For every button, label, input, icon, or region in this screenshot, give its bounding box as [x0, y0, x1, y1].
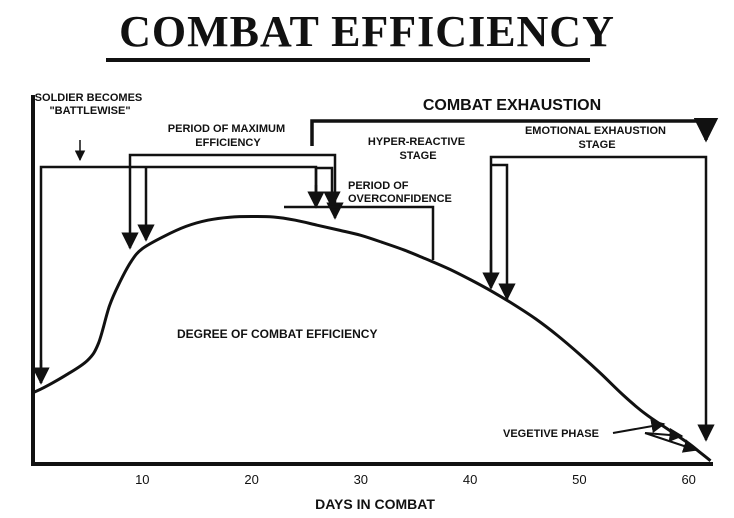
overconfidence-bracket [284, 205, 435, 260]
max-efficiency-label: PERIOD OF MAXIMUM EFFICIENCY [168, 123, 288, 149]
x-tick-label-40: 40 [463, 472, 477, 487]
hyper-reactive-label: HYPER-REACTIVE STAGE [368, 136, 468, 162]
battlewise-label: SOLDIER BECOMES "BATTLEWISE" [35, 92, 146, 117]
overconfidence-label: PERIOD OF OVERCONFIDENCE [348, 180, 452, 205]
x-tick-label-20: 20 [244, 472, 258, 487]
vegetive-phase-label: VEGETIVE PHASE [503, 428, 599, 440]
vegetive-arrow-3 [644, 432, 698, 453]
emotional-exhaustion-label: EMOTIONAL EXHAUSTION STAGE [525, 125, 669, 151]
degree-label: DEGREE OF COMBAT EFFICIENCY [177, 327, 377, 341]
chart-title: COMBAT EFFICIENCY [119, 7, 615, 56]
x-tick-label-30: 30 [354, 472, 368, 487]
x-axis-label: DAYS IN COMBAT [315, 496, 435, 512]
vegetive-arrow-2 [644, 428, 684, 442]
x-tick-label-10: 10 [135, 472, 149, 487]
x-tick-label-50: 50 [572, 472, 586, 487]
efficiency-curve [32, 214, 712, 462]
combat-exhaustion-bracket [310, 117, 719, 146]
vegetive-arrow-1 [612, 419, 666, 434]
battlewise-bracket [39, 165, 318, 383]
hyper-reactive-bracket [314, 166, 341, 209]
emotional-exhaustion-bracket [489, 155, 715, 442]
title-underline [106, 58, 590, 62]
x-tick-labels: 10 20 30 40 50 60 [135, 472, 696, 487]
emotional-exhaustion-arrow-2 [491, 163, 516, 301]
max-efficiency-bracket [128, 153, 344, 220]
x-tick-label-60: 60 [681, 472, 695, 487]
combat-exhaustion-label: COMBAT EXHAUSTION [423, 97, 601, 114]
